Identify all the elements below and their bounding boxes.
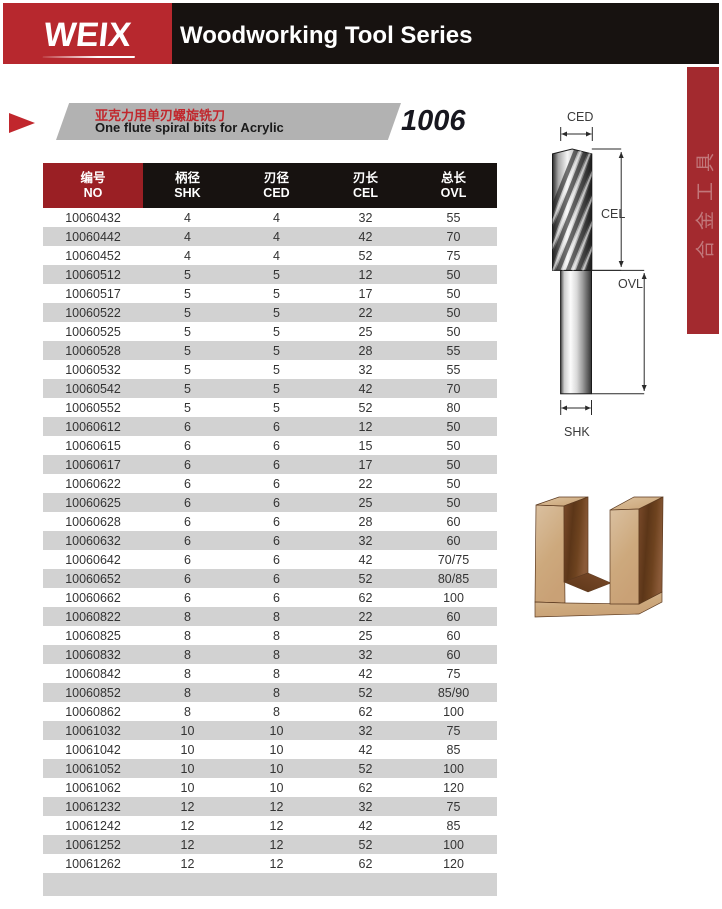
svg-text:CEL: CEL (601, 207, 625, 221)
svg-text:CED: CED (567, 110, 593, 124)
svg-text:SHK: SHK (564, 425, 590, 439)
svg-text:OVL: OVL (618, 277, 643, 291)
